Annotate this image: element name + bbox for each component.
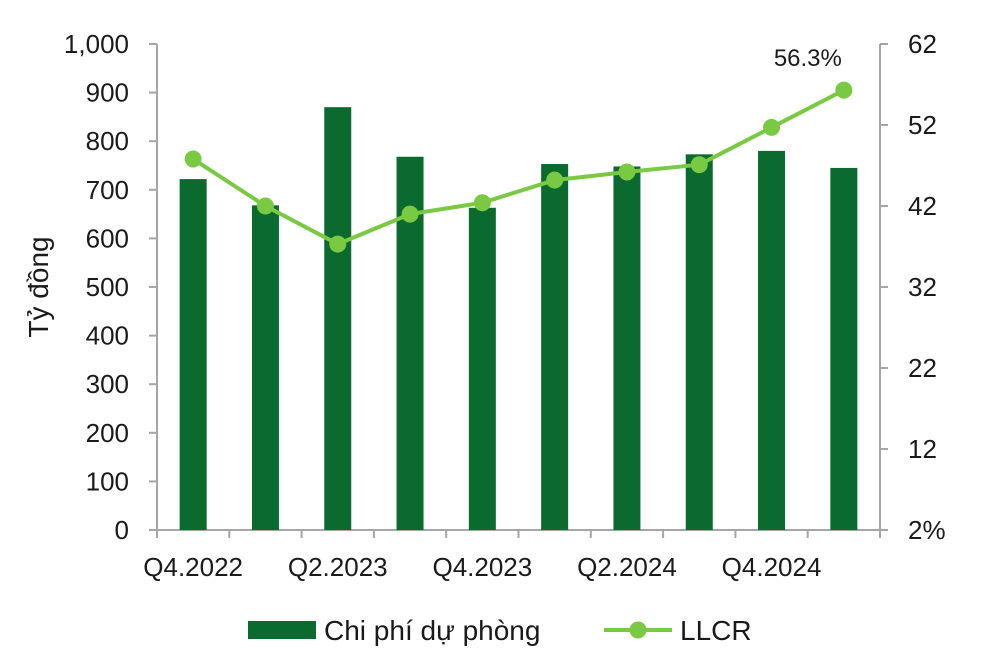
y-right-tick-label: 32 bbox=[908, 272, 937, 302]
legend: Chi phí dự phòng LLCR bbox=[248, 615, 752, 646]
annotations: 56.3% bbox=[774, 45, 842, 72]
y-left-tick-label: 400 bbox=[86, 321, 129, 351]
llcr-line bbox=[192, 88, 845, 247]
legend-label-bar: Chi phí dự phòng bbox=[324, 615, 540, 646]
y-left-tick-label: 200 bbox=[86, 418, 129, 448]
llcr-point bbox=[618, 163, 636, 181]
x-tick-label: Q2.2024 bbox=[577, 552, 677, 582]
y-left-tick-label: 100 bbox=[86, 466, 129, 496]
axes: 0 100 200 300 400 500 600 700 800 900 1,000 2% 12 22 3… bbox=[23, 29, 946, 582]
llcr-point bbox=[473, 194, 491, 212]
y-left-tick-label: 600 bbox=[86, 223, 129, 253]
llcr-point bbox=[835, 81, 853, 99]
llcr-point bbox=[690, 156, 708, 174]
bar bbox=[541, 164, 569, 531]
line-series bbox=[184, 81, 853, 253]
llcr-point bbox=[256, 197, 274, 215]
y-right-tick-label: 2% bbox=[908, 515, 946, 545]
y-left-tick-label: 800 bbox=[86, 126, 129, 156]
legend-swatch-bar bbox=[248, 621, 316, 639]
y-axis-title: Tỷ đồng bbox=[23, 236, 54, 337]
y-left-tick-label: 500 bbox=[86, 272, 129, 302]
y-right-tick-label: 62 bbox=[908, 29, 937, 59]
y-left-tick-label: 900 bbox=[86, 78, 129, 108]
bar bbox=[468, 207, 496, 531]
y-left-tick-label: 1,000 bbox=[64, 29, 129, 59]
llcr-point bbox=[184, 150, 202, 168]
y-right-tick-label: 42 bbox=[908, 191, 937, 221]
bar bbox=[830, 167, 858, 530]
y-left-tick-label: 0 bbox=[115, 515, 129, 545]
y-right-tick-label: 52 bbox=[908, 110, 937, 140]
x-tick-label: Q4.2024 bbox=[722, 552, 822, 582]
x-tick-label: Q4.2023 bbox=[432, 552, 532, 582]
y-right-tick-label: 22 bbox=[908, 353, 937, 383]
y-left-tick-label: 300 bbox=[86, 369, 129, 399]
data-label: 56.3% bbox=[774, 45, 842, 72]
bar bbox=[251, 205, 279, 531]
x-tick-label: Q2.2023 bbox=[288, 552, 388, 582]
bar bbox=[758, 150, 786, 531]
y-right-tick-label: 12 bbox=[908, 434, 937, 464]
llcr-point bbox=[546, 171, 564, 189]
bar bbox=[324, 107, 352, 531]
legend-swatch-marker bbox=[629, 621, 647, 639]
llcr-point bbox=[401, 205, 419, 223]
bar bbox=[179, 179, 207, 530]
llcr-point bbox=[329, 235, 347, 253]
y-left-tick-label: 700 bbox=[86, 175, 129, 205]
legend-label-line: LLCR bbox=[680, 615, 752, 646]
x-tick-label: Q4.2022 bbox=[143, 552, 243, 582]
bar bbox=[685, 154, 713, 530]
llcr-point bbox=[763, 118, 781, 136]
bar bbox=[613, 166, 641, 531]
bar-series bbox=[179, 107, 858, 531]
